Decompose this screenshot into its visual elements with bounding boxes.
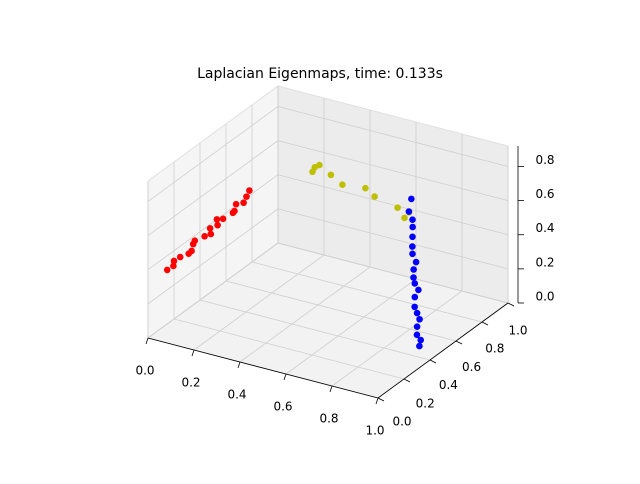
point xyxy=(411,293,419,301)
grid-line xyxy=(147,208,279,305)
point xyxy=(417,336,425,344)
point xyxy=(413,309,421,317)
y-tick xyxy=(481,321,489,326)
grid-line xyxy=(277,106,509,167)
y-tick-label: 0.8 xyxy=(485,342,504,356)
point xyxy=(413,331,421,339)
axis-line xyxy=(377,302,509,399)
z-tick-label: 0.0 xyxy=(535,290,554,304)
y-tick xyxy=(403,378,411,383)
point xyxy=(416,315,423,323)
point xyxy=(409,243,416,250)
point xyxy=(409,233,416,241)
point xyxy=(413,323,421,331)
point xyxy=(188,247,195,255)
grid-line xyxy=(147,140,279,236)
point xyxy=(411,303,418,311)
point xyxy=(327,171,335,179)
z-tick-label: 0.4 xyxy=(535,221,554,235)
grid-line xyxy=(277,208,509,270)
y-tick-label: 0.4 xyxy=(439,378,458,392)
grid-line xyxy=(147,106,279,202)
point xyxy=(409,250,416,258)
grid-line xyxy=(199,299,431,361)
x-tick-label: 0.0 xyxy=(135,364,154,378)
point xyxy=(416,342,423,350)
point xyxy=(405,208,413,215)
point xyxy=(309,168,316,176)
grid-line xyxy=(277,242,509,304)
x-tick-label: 1.0 xyxy=(365,424,384,438)
point xyxy=(415,286,422,294)
y-tick xyxy=(455,340,463,345)
x-tick xyxy=(283,373,287,381)
point xyxy=(214,221,221,229)
point xyxy=(409,216,416,224)
z-tick-label: 0.2 xyxy=(535,255,554,269)
grid-line xyxy=(285,278,417,375)
y-tick-label: 0.0 xyxy=(392,415,411,429)
grid-line xyxy=(277,174,509,236)
point xyxy=(176,253,184,261)
grid-line xyxy=(147,242,279,339)
point xyxy=(232,200,240,208)
y-tick xyxy=(429,359,437,364)
x-tick-label: 0.6 xyxy=(273,400,292,414)
axis-line xyxy=(147,337,379,399)
point xyxy=(246,187,253,194)
point xyxy=(170,262,177,270)
x-tick xyxy=(145,337,149,345)
point xyxy=(408,195,415,203)
y-tick xyxy=(507,302,515,307)
point xyxy=(206,225,214,232)
point xyxy=(394,204,401,211)
point xyxy=(371,193,378,200)
x-tick xyxy=(237,361,241,369)
point xyxy=(401,214,408,222)
grid-line xyxy=(225,280,457,342)
z-tick-label: 0.8 xyxy=(535,153,554,167)
x-tick-label: 0.4 xyxy=(227,388,246,402)
grid-line xyxy=(239,266,371,363)
point xyxy=(240,199,247,207)
x-tick-label: 0.8 xyxy=(319,412,338,426)
point xyxy=(191,237,199,244)
x-tick xyxy=(329,385,333,393)
point xyxy=(170,257,178,265)
y-tick xyxy=(377,397,385,402)
grid-line xyxy=(331,290,463,387)
grid-line xyxy=(193,254,325,351)
point xyxy=(213,216,221,223)
point xyxy=(316,161,323,169)
grid-line xyxy=(173,318,405,380)
point xyxy=(243,193,250,200)
point xyxy=(410,274,417,281)
point xyxy=(362,184,369,192)
point xyxy=(219,215,227,223)
point xyxy=(410,266,417,273)
point xyxy=(412,258,420,266)
y-tick-label: 0.6 xyxy=(462,360,481,374)
y-tick-label: 0.2 xyxy=(416,396,435,410)
grid-line xyxy=(251,261,483,323)
point xyxy=(411,280,419,287)
grid-line xyxy=(277,140,509,201)
point xyxy=(201,233,208,240)
x-tick-label: 0.2 xyxy=(181,376,200,390)
chart-title: Laplacian Eigenmaps, time: 0.133s xyxy=(197,66,443,82)
grid-line xyxy=(147,174,279,271)
x-tick xyxy=(375,397,379,405)
x-tick xyxy=(191,349,195,357)
point xyxy=(339,181,346,189)
point xyxy=(207,230,215,238)
y-tick-label: 1.0 xyxy=(508,324,527,338)
point xyxy=(231,207,238,215)
point xyxy=(163,266,171,274)
z-tick-label: 0.6 xyxy=(535,187,554,201)
point xyxy=(409,223,416,231)
